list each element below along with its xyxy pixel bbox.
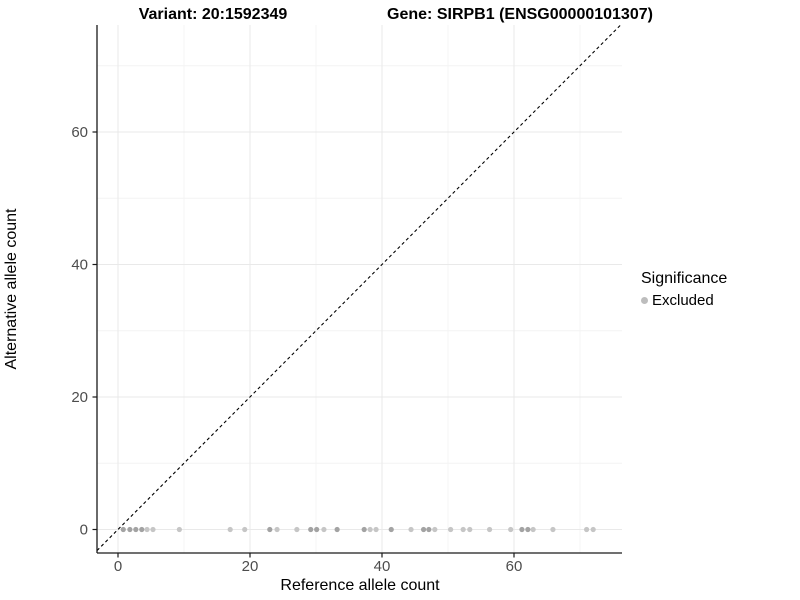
data-point bbox=[242, 526, 248, 533]
data-point bbox=[590, 526, 596, 533]
data-point bbox=[467, 526, 473, 533]
data-point bbox=[227, 526, 233, 533]
data-point bbox=[321, 526, 327, 533]
x-tick-label: 20 bbox=[242, 558, 259, 575]
x-tick-label: 60 bbox=[506, 558, 523, 575]
data-point bbox=[426, 526, 432, 533]
data-point bbox=[294, 526, 300, 533]
data-point bbox=[388, 526, 394, 533]
data-point bbox=[420, 526, 427, 533]
data-point bbox=[176, 526, 182, 533]
legend-item-excluded: Excluded bbox=[641, 292, 727, 309]
y-tick-label: 20 bbox=[71, 389, 88, 406]
data-point bbox=[525, 526, 531, 533]
data-point bbox=[314, 526, 320, 533]
y-tick-label: 60 bbox=[71, 124, 88, 141]
data-point bbox=[530, 526, 536, 533]
data-point bbox=[584, 526, 590, 533]
data-point bbox=[139, 526, 145, 533]
data-point bbox=[274, 526, 280, 533]
plot-title-variant: Variant: 20:1592349 bbox=[138, 6, 288, 23]
y-tick-label: 40 bbox=[71, 257, 88, 274]
legend-point-icon bbox=[641, 297, 648, 304]
data-point bbox=[519, 526, 525, 533]
data-point bbox=[267, 526, 273, 533]
y-tick-label: 0 bbox=[80, 522, 88, 539]
data-point bbox=[361, 526, 367, 533]
data-point bbox=[150, 526, 156, 533]
data-point bbox=[460, 526, 466, 533]
legend-title: Significance bbox=[641, 270, 728, 287]
y-axis-title: Alternative allele count bbox=[3, 208, 20, 370]
data-point bbox=[550, 526, 556, 533]
data-point bbox=[334, 526, 340, 533]
data-point bbox=[408, 526, 414, 533]
legend-item-label: Excluded bbox=[652, 292, 714, 309]
data-point bbox=[308, 526, 314, 533]
data-point bbox=[120, 526, 126, 533]
data-point bbox=[367, 526, 373, 533]
data-point bbox=[508, 526, 514, 533]
x-tick-label: 0 bbox=[114, 558, 122, 575]
data-point bbox=[144, 526, 150, 533]
x-tick-label: 40 bbox=[374, 558, 391, 575]
legend: Significance Excluded bbox=[641, 270, 727, 309]
plot-title-gene: Gene: SIRPB1 (ENSG00000101307) bbox=[387, 6, 653, 23]
data-point bbox=[432, 526, 438, 533]
data-point bbox=[448, 526, 454, 533]
data-point bbox=[133, 526, 139, 533]
data-point bbox=[127, 526, 133, 533]
x-axis-title: Reference allele count bbox=[280, 577, 440, 594]
data-point bbox=[373, 526, 379, 533]
identity-line bbox=[96, 24, 621, 551]
data-point bbox=[486, 526, 493, 533]
